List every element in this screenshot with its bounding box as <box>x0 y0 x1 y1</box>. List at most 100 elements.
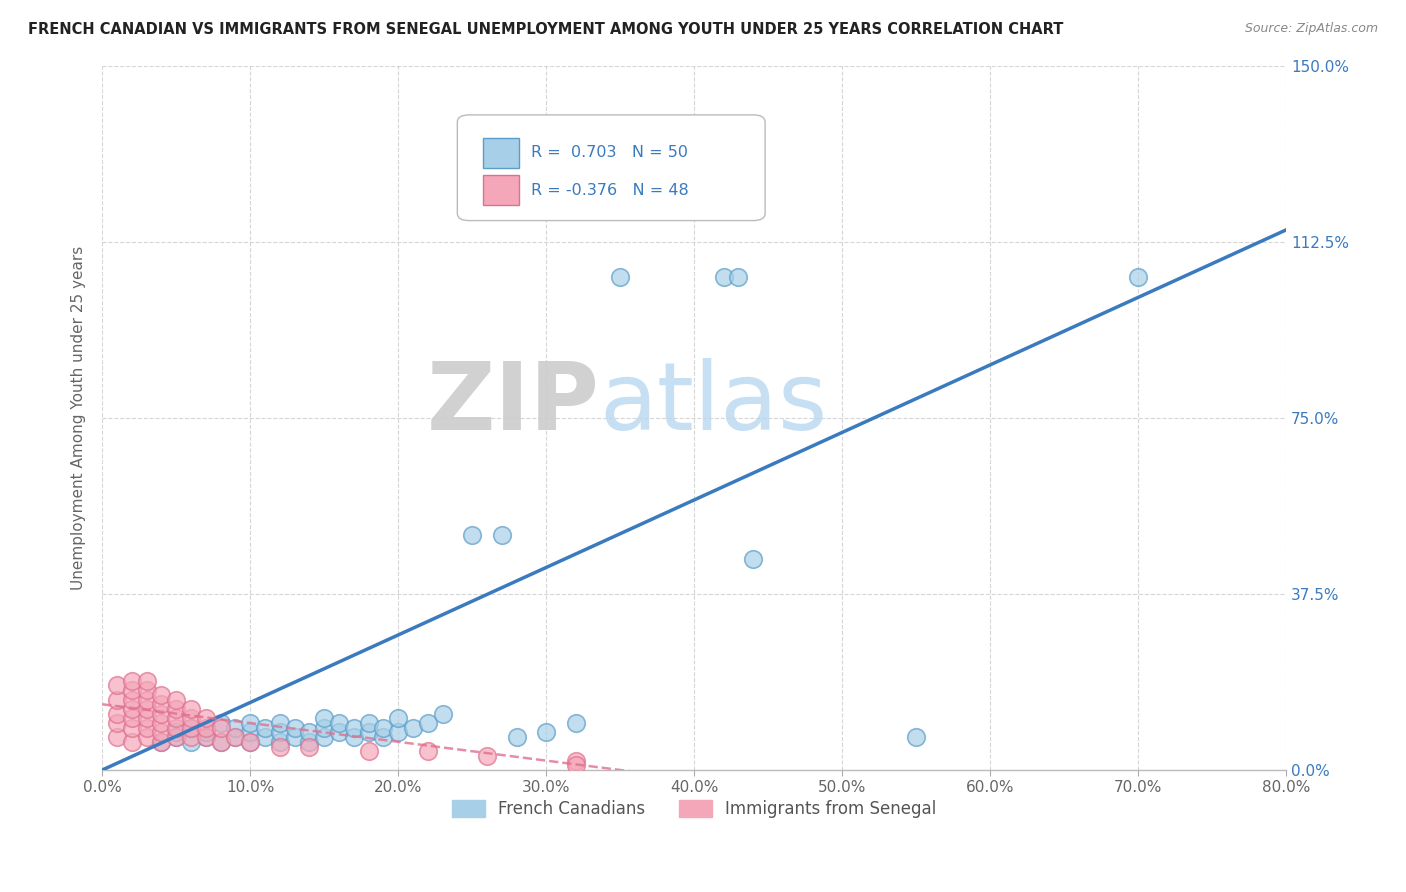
Point <box>269 739 291 754</box>
Point <box>121 683 143 698</box>
Point <box>150 735 173 749</box>
Point <box>105 692 128 706</box>
Point <box>402 721 425 735</box>
Point <box>387 711 409 725</box>
Point <box>121 702 143 716</box>
FancyBboxPatch shape <box>484 138 519 168</box>
Text: FRENCH CANADIAN VS IMMIGRANTS FROM SENEGAL UNEMPLOYMENT AMONG YOUTH UNDER 25 YEA: FRENCH CANADIAN VS IMMIGRANTS FROM SENEG… <box>28 22 1063 37</box>
Point <box>505 730 527 744</box>
Point <box>180 721 202 735</box>
Point <box>224 721 246 735</box>
Point <box>357 716 380 731</box>
Point <box>461 528 484 542</box>
Point <box>387 725 409 739</box>
Point <box>432 706 454 721</box>
Point <box>534 725 557 739</box>
Point <box>328 725 350 739</box>
Point <box>180 730 202 744</box>
Point <box>121 692 143 706</box>
Point <box>165 692 187 706</box>
Point <box>564 754 586 768</box>
Point <box>564 758 586 772</box>
Point <box>135 730 157 744</box>
Point <box>1126 269 1149 284</box>
Point <box>727 269 749 284</box>
Point <box>105 678 128 692</box>
Point <box>165 725 187 739</box>
Point <box>194 725 217 739</box>
Point <box>209 735 232 749</box>
Point <box>135 711 157 725</box>
Point <box>253 730 276 744</box>
Text: R =  0.703   N = 50: R = 0.703 N = 50 <box>530 145 688 161</box>
Point <box>269 735 291 749</box>
FancyBboxPatch shape <box>457 115 765 220</box>
Y-axis label: Unemployment Among Youth under 25 years: Unemployment Among Youth under 25 years <box>72 245 86 590</box>
Point <box>298 739 321 754</box>
Point <box>475 748 498 763</box>
Point <box>416 744 439 758</box>
Text: R = -0.376   N = 48: R = -0.376 N = 48 <box>530 183 689 198</box>
Point <box>150 716 173 731</box>
Point <box>150 698 173 712</box>
Point <box>135 721 157 735</box>
Point <box>239 725 262 739</box>
Point <box>239 716 262 731</box>
Point <box>150 706 173 721</box>
Point <box>284 721 307 735</box>
Point <box>135 702 157 716</box>
Point <box>180 721 202 735</box>
Point <box>253 721 276 735</box>
Point <box>165 730 187 744</box>
Point <box>373 721 395 735</box>
Point <box>357 744 380 758</box>
Point <box>180 711 202 725</box>
Point <box>209 721 232 735</box>
Point <box>269 716 291 731</box>
Point <box>224 730 246 744</box>
Point <box>194 730 217 744</box>
Point <box>314 721 336 735</box>
Point <box>194 730 217 744</box>
Point <box>269 725 291 739</box>
Point <box>491 528 513 542</box>
Point <box>713 269 735 284</box>
Point <box>298 735 321 749</box>
Point <box>121 721 143 735</box>
Point <box>209 735 232 749</box>
Point <box>135 683 157 698</box>
Text: atlas: atlas <box>599 358 828 450</box>
Point <box>150 725 173 739</box>
Point <box>239 735 262 749</box>
Point <box>121 735 143 749</box>
Point <box>180 735 202 749</box>
Point <box>314 730 336 744</box>
Text: ZIP: ZIP <box>426 358 599 450</box>
FancyBboxPatch shape <box>484 176 519 205</box>
Point <box>343 730 366 744</box>
Point <box>194 711 217 725</box>
Point <box>209 716 232 731</box>
Point <box>194 721 217 735</box>
Point <box>416 716 439 731</box>
Point <box>150 688 173 702</box>
Point <box>564 716 586 731</box>
Point <box>224 730 246 744</box>
Point <box>105 716 128 731</box>
Point <box>343 721 366 735</box>
Point <box>135 673 157 688</box>
Point <box>105 730 128 744</box>
Legend: French Canadians, Immigrants from Senegal: French Canadians, Immigrants from Senega… <box>444 794 943 825</box>
Point <box>135 692 157 706</box>
Point <box>357 725 380 739</box>
Point <box>373 730 395 744</box>
Point <box>105 706 128 721</box>
Point <box>284 730 307 744</box>
Point <box>150 735 173 749</box>
Point <box>180 702 202 716</box>
Point <box>165 730 187 744</box>
Point <box>165 711 187 725</box>
Text: Source: ZipAtlas.com: Source: ZipAtlas.com <box>1244 22 1378 36</box>
Point <box>905 730 928 744</box>
Point <box>298 725 321 739</box>
